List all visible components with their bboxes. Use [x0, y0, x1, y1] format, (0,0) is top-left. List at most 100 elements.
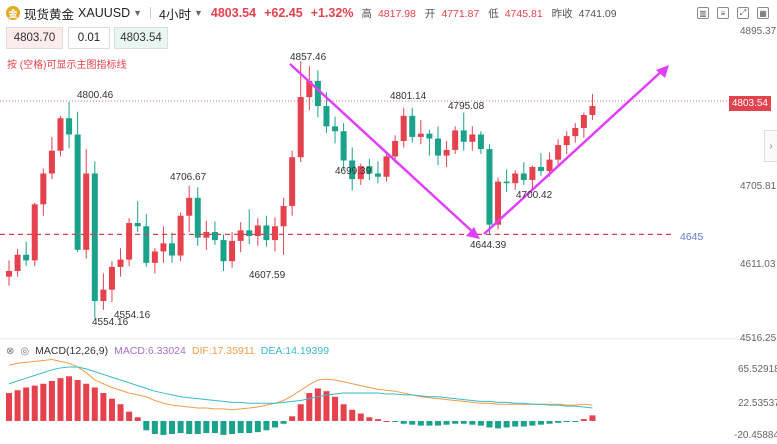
candle-body[interactable]	[435, 138, 441, 156]
candle-body[interactable]	[546, 159, 553, 172]
symbol-code[interactable]: XAUUSD	[78, 6, 131, 20]
candle-body[interactable]	[100, 289, 107, 302]
candle-body[interactable]	[254, 225, 261, 237]
candle-body[interactable]	[48, 150, 55, 174]
candle-body[interactable]	[211, 231, 218, 241]
candle-body[interactable]	[186, 197, 193, 216]
candle-body[interactable]	[417, 133, 424, 137]
macd-histogram-bar	[349, 409, 356, 421]
candle-body[interactable]	[280, 205, 287, 227]
candle-body[interactable]	[66, 118, 73, 135]
annot-low-1: 4554.16	[92, 317, 129, 328]
macd-histogram-bar	[357, 413, 364, 421]
candle-body[interactable]	[117, 259, 124, 267]
candle-body[interactable]	[477, 134, 484, 150]
candle-body[interactable]	[563, 136, 570, 146]
candle-body[interactable]	[314, 80, 321, 107]
candle-body[interactable]	[143, 226, 150, 263]
candle-body[interactable]	[126, 223, 133, 260]
candle-body[interactable]	[357, 166, 364, 180]
candle-body[interactable]	[14, 254, 21, 271]
symbol-dropdown-icon[interactable]: ▼	[133, 8, 143, 18]
candle-body[interactable]	[460, 130, 467, 142]
last-price: 4803.54	[210, 6, 257, 20]
candle-body[interactable]	[289, 157, 296, 206]
macd-histogram-bar	[211, 420, 218, 434]
candle-body[interactable]	[40, 173, 47, 205]
dea-line	[8, 366, 593, 409]
chart-type-icon[interactable]: ▥	[697, 7, 709, 19]
candle-body[interactable]	[589, 106, 596, 115]
candle-body[interactable]	[220, 240, 227, 262]
macd-histogram-bar	[246, 420, 253, 434]
candle-body[interactable]	[246, 230, 253, 237]
sell-price-button[interactable]: 4803.70	[6, 27, 63, 49]
candle-body[interactable]	[529, 166, 536, 180]
ohlc-info: 高 4817.98 开 4771.87 低 4745.81 昨收 4741.09	[361, 6, 616, 21]
candle-body[interactable]	[426, 133, 433, 139]
buy-price-button[interactable]: 4803.54	[114, 27, 168, 49]
candle-body[interactable]	[6, 270, 12, 277]
candle-body[interactable]	[177, 215, 184, 256]
lot-size-input[interactable]: 0.01	[68, 27, 110, 49]
candle-body[interactable]	[57, 118, 64, 151]
candle-body[interactable]	[323, 106, 330, 127]
candle-body[interactable]	[31, 204, 38, 261]
fullscreen-icon[interactable]: ⤢	[737, 7, 749, 19]
candle-body[interactable]	[572, 127, 579, 137]
candle-body[interactable]	[203, 231, 210, 238]
candle-body[interactable]	[537, 166, 544, 172]
candle-body[interactable]	[469, 134, 476, 142]
candle-body[interactable]	[332, 126, 339, 132]
candle-body[interactable]	[134, 223, 141, 227]
candle-body[interactable]	[495, 181, 502, 225]
macd-pane	[6, 359, 596, 435]
candle-body[interactable]	[383, 156, 390, 177]
candle-body[interactable]	[108, 266, 115, 290]
indicator-icon[interactable]: ≡	[717, 7, 729, 19]
collapse-icon[interactable]: ⊗	[6, 345, 15, 357]
timeframe-selector[interactable]: 4小时	[159, 7, 191, 22]
candle-body[interactable]	[263, 225, 270, 241]
macd-histogram-bar	[314, 388, 321, 421]
candle-body[interactable]	[229, 240, 236, 262]
macd-histogram-bar	[48, 380, 55, 421]
visibility-icon[interactable]: ◎	[20, 345, 30, 357]
candle-body[interactable]	[443, 149, 450, 156]
candle-body[interactable]	[400, 115, 407, 141]
candle-body[interactable]	[340, 131, 347, 161]
candle-body[interactable]	[392, 140, 399, 157]
candle-body[interactable]	[237, 230, 244, 241]
candle-body[interactable]	[83, 173, 90, 250]
expand-panel-chevron-icon[interactable]: ›	[764, 130, 777, 162]
candle-body[interactable]	[74, 134, 81, 250]
up-trend-line	[483, 69, 664, 235]
candle-body[interactable]	[409, 115, 416, 137]
candle-body[interactable]	[580, 114, 587, 128]
candle-body[interactable]	[452, 130, 459, 150]
candle-body[interactable]	[271, 226, 278, 241]
candle-body[interactable]	[91, 173, 98, 302]
annot-high-1: 4800.46	[77, 90, 114, 101]
annot-high-2: 4706.67	[170, 172, 207, 183]
candle-body[interactable]	[349, 160, 356, 180]
candle-body[interactable]	[366, 166, 373, 174]
candle-body[interactable]	[512, 173, 519, 184]
candle-body[interactable]	[555, 145, 562, 160]
candle-body[interactable]	[503, 181, 510, 184]
candle-body[interactable]	[151, 251, 158, 263]
candle-body[interactable]	[306, 80, 313, 98]
settings-icon[interactable]: ▦	[757, 7, 769, 19]
candle-body[interactable]	[486, 149, 493, 225]
candle-body[interactable]	[194, 197, 201, 238]
candle-body[interactable]	[23, 254, 30, 261]
candle-body[interactable]	[160, 243, 167, 252]
symbol-name[interactable]: 现货黄金	[24, 7, 75, 22]
candle-body[interactable]	[374, 173, 381, 177]
timeframe-dropdown-icon[interactable]: ▼	[193, 8, 203, 18]
candle-body[interactable]	[169, 243, 176, 256]
dea-value: DEA:14.19399	[260, 345, 330, 357]
candle-body[interactable]	[297, 97, 304, 158]
candle-body[interactable]	[520, 173, 527, 180]
